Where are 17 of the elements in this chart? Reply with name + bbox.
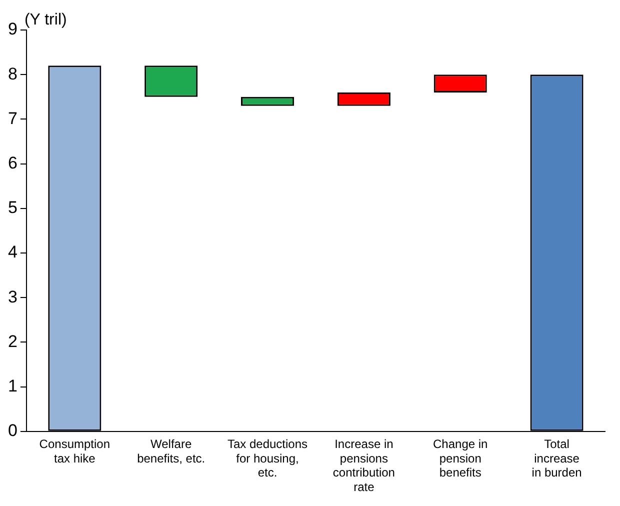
x-tick-label: Consumption tax hike <box>39 436 110 466</box>
y-tick-label: 2 <box>8 332 18 351</box>
y-tick-label: 4 <box>8 242 18 262</box>
y-axis-title: (Y tril) <box>24 11 67 28</box>
y-tick-label: 8 <box>8 64 18 84</box>
y-tick-label: 9 <box>8 20 18 39</box>
x-tick-label: Tax deductions for housing, etc. <box>227 436 308 480</box>
y-tick-label: 5 <box>8 198 18 218</box>
x-tick-label: Increase in pensions contribution rate <box>332 436 395 494</box>
y-tick-label: 7 <box>8 108 18 128</box>
x-tick-label: Total increase in burden <box>532 436 582 480</box>
y-tick-label: 0 <box>8 421 18 440</box>
x-tick-label: Change in pension benefits <box>433 436 488 480</box>
y-tick-label: 1 <box>8 376 18 396</box>
y-tick-label: 6 <box>8 153 18 172</box>
x-tick-label: Welfare benefits, etc. <box>137 436 206 466</box>
y-tick-label: 3 <box>8 287 18 306</box>
